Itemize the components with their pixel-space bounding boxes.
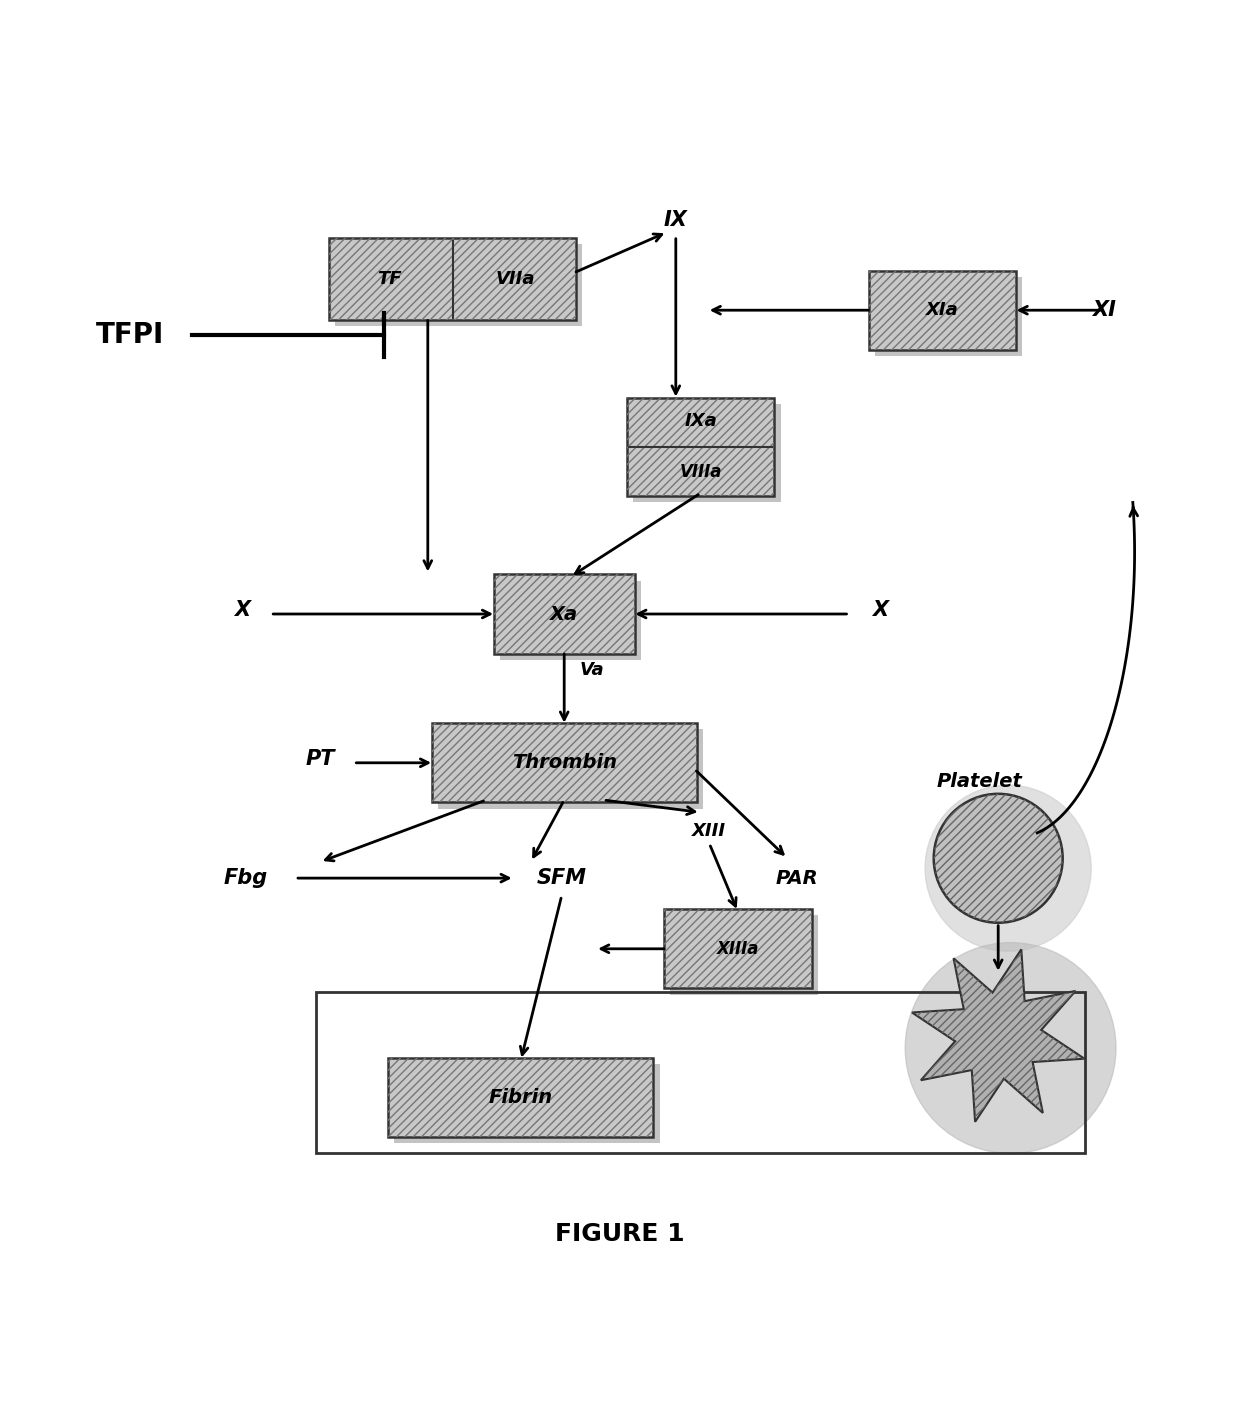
FancyBboxPatch shape — [438, 730, 703, 809]
Text: VIIa: VIIa — [496, 270, 536, 288]
Text: TFPI: TFPI — [95, 321, 165, 349]
FancyBboxPatch shape — [626, 397, 774, 495]
FancyBboxPatch shape — [868, 270, 1017, 349]
Circle shape — [905, 943, 1116, 1154]
Text: Xa: Xa — [551, 605, 578, 624]
Text: XI: XI — [1091, 300, 1116, 320]
Text: PAR: PAR — [776, 868, 818, 888]
Text: X: X — [872, 601, 889, 621]
Text: XIa: XIa — [926, 301, 959, 320]
Text: PT: PT — [305, 749, 335, 769]
Text: IX: IX — [663, 209, 688, 229]
Text: Va: Va — [579, 660, 604, 679]
Text: XIIIa: XIIIa — [717, 940, 759, 957]
Text: Fbg: Fbg — [223, 868, 268, 888]
FancyBboxPatch shape — [494, 574, 635, 653]
FancyBboxPatch shape — [670, 915, 818, 994]
FancyBboxPatch shape — [875, 277, 1022, 356]
Text: Thrombin: Thrombin — [512, 754, 616, 772]
Text: TF: TF — [377, 270, 402, 288]
Text: XIII: XIII — [692, 822, 727, 840]
Text: X: X — [233, 601, 250, 621]
Bar — [316, 993, 1085, 1154]
FancyBboxPatch shape — [632, 404, 781, 502]
Polygon shape — [911, 949, 1085, 1121]
Text: FIGURE 1: FIGURE 1 — [556, 1222, 684, 1246]
Circle shape — [925, 785, 1091, 952]
FancyBboxPatch shape — [665, 909, 811, 988]
Text: SFM: SFM — [537, 868, 587, 888]
Text: IXa: IXa — [684, 413, 717, 430]
FancyBboxPatch shape — [388, 1058, 653, 1137]
Text: Platelet: Platelet — [936, 772, 1023, 790]
Text: Fibrin: Fibrin — [489, 1089, 553, 1107]
FancyBboxPatch shape — [329, 239, 575, 320]
Circle shape — [934, 793, 1063, 923]
Text: VIIIa: VIIIa — [680, 462, 722, 481]
FancyBboxPatch shape — [335, 245, 583, 327]
FancyBboxPatch shape — [500, 581, 641, 660]
FancyBboxPatch shape — [432, 723, 697, 803]
FancyBboxPatch shape — [394, 1065, 660, 1144]
